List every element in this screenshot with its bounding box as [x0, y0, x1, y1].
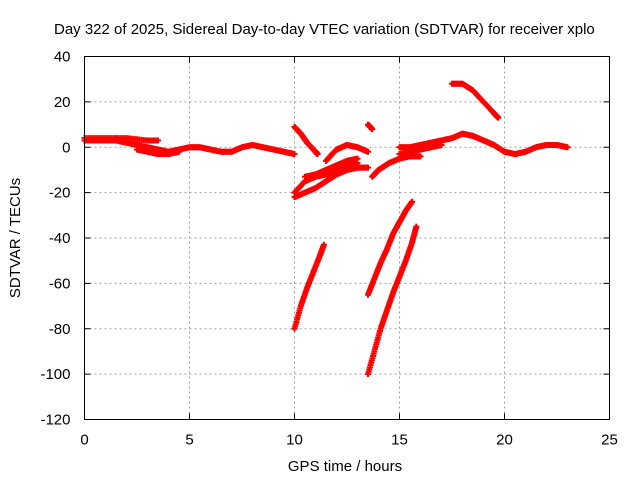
series-drop-10 — [291, 241, 327, 332]
y-tick-label: -120 — [40, 412, 70, 429]
x-tick-label: 25 — [601, 432, 618, 449]
data-point — [369, 126, 376, 133]
y-tick-label: 20 — [54, 94, 71, 111]
x-tick-label: 0 — [80, 432, 88, 449]
data-point — [320, 241, 327, 248]
data-point — [354, 155, 361, 162]
data-point — [413, 223, 420, 230]
series-arc-12 — [323, 141, 371, 164]
y-tick-label: 40 — [54, 49, 71, 66]
data-point — [438, 141, 445, 148]
series-arc-14 — [369, 153, 424, 180]
series-baseline-late-lower — [396, 141, 445, 158]
series-baseline-late — [396, 130, 571, 158]
series-drop-13-5 — [365, 198, 416, 298]
x-tick-label: 15 — [391, 432, 408, 449]
data-points — [81, 80, 571, 378]
y-tick-label: -20 — [49, 185, 71, 202]
data-point — [314, 151, 321, 158]
series-arc-18 — [449, 80, 502, 121]
data-point — [409, 198, 416, 205]
y-tick-label: -60 — [49, 275, 71, 292]
data-point — [495, 114, 502, 121]
data-point — [176, 148, 182, 155]
series-baseline-early-lower — [134, 146, 182, 158]
series-arc-10d — [302, 155, 361, 180]
data-point — [365, 164, 371, 171]
axis-ticks: 0 5 10 15 20 25 40 20 0 -20 -40 -60 -80 -100 -120 — [40, 49, 617, 449]
x-tick-label: 10 — [286, 432, 303, 449]
data-point — [291, 151, 298, 158]
x-tick-label: 5 — [185, 432, 193, 449]
y-tick-label: -100 — [40, 366, 70, 383]
y-tick-label: -80 — [49, 321, 71, 338]
series-arc-10c — [291, 160, 361, 196]
data-point — [564, 144, 571, 151]
grid-lines — [84, 56, 610, 420]
y-axis-label: SDTVAR / TECUs — [7, 178, 24, 298]
data-point — [365, 148, 371, 155]
x-tick-label: 20 — [496, 432, 513, 449]
series-arc-13 — [365, 121, 376, 133]
series-arc-10a — [291, 123, 321, 158]
y-tick-label: 0 — [62, 139, 70, 156]
chart-title: Day 322 of 2025, Sidereal Day-to-day VTE… — [54, 21, 595, 38]
series-drop-14 — [365, 223, 420, 378]
series-baseline-early-upper — [81, 135, 161, 144]
data-point — [417, 153, 424, 160]
x-axis-label: GPS time / hours — [288, 458, 402, 475]
y-tick-label: -40 — [49, 230, 71, 247]
data-point — [155, 137, 161, 144]
